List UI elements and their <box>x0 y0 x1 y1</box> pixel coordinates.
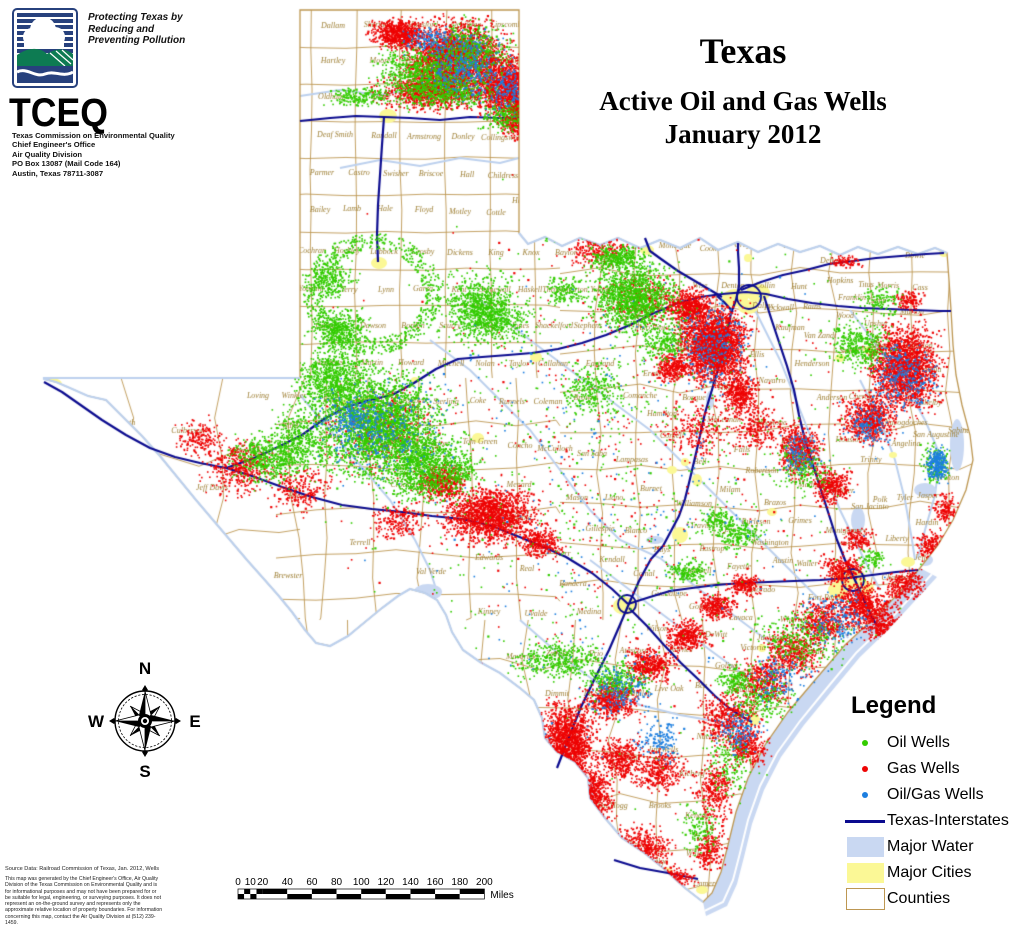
scale-tick-label: 200 <box>476 877 493 888</box>
disclaimer-text: This map was generated by the Chief Engi… <box>5 876 163 926</box>
org-line: Texas Commission on Environmental Qualit… <box>12 131 175 140</box>
legend-label: Major Cities <box>887 864 972 881</box>
source-notes: Source Data: Railroad Commission of Texa… <box>5 866 163 926</box>
legend-label: Major Water <box>887 838 974 855</box>
scale-tick-label: 20 <box>257 877 269 888</box>
legend-swatch-icon <box>846 863 884 883</box>
map-title: Texas Active Oil and Gas Wells January 2… <box>588 30 898 150</box>
legend-item-oil-wells: Oil Wells <box>843 730 1021 756</box>
logo-cloud-icon <box>23 17 65 47</box>
slogan-line: Reducing and <box>88 23 155 35</box>
legend-item-oil-gas-wells: Oil/Gas Wells <box>843 782 1021 808</box>
legend-swatch-icon <box>862 766 868 772</box>
legend-label: Oil/Gas Wells <box>887 786 984 803</box>
legend-swatch-icon <box>845 819 885 823</box>
legend-swatch-icon <box>862 740 868 746</box>
legend-label: Gas Wells <box>887 760 960 777</box>
scale-tick-label: 100 <box>353 877 370 888</box>
title-subject: Active Oil and Gas Wells <box>599 86 887 116</box>
logo-slogan: Protecting Texas by Reducing and Prevent… <box>88 12 208 47</box>
scale-bar: 0 10 20 40 60 80 100 120 140 160 180 200 Miles <box>235 877 514 901</box>
legend-label: Oil Wells <box>887 734 950 751</box>
scale-tick-label: 180 <box>451 877 468 888</box>
scale-tick-label: 60 <box>306 877 318 888</box>
slogan-line: Protecting Texas by <box>88 12 183 23</box>
legend-item-major-cities: Major Cities <box>843 860 1021 886</box>
legend-title: Legend <box>851 692 937 719</box>
legend: Legend Oil Wells Gas Wells Oil/Gas Wells Te… <box>843 692 1021 912</box>
org-line: Chief Engineer's Office <box>12 140 96 150</box>
compass-rose-icon: N S W E <box>88 659 201 780</box>
legend-label: Counties <box>887 890 951 907</box>
scale-tick-label: 40 <box>282 877 294 888</box>
scale-unit-label: Miles <box>490 890 513 901</box>
title-date: January 2012 <box>664 119 822 149</box>
agency-address-block: Texas Commission on Environmental Qualit… <box>12 131 175 178</box>
legend-swatch-icon <box>845 888 885 910</box>
compass-north-label: N <box>139 659 151 678</box>
compass-east-label: E <box>189 712 200 731</box>
org-line: PO Box 13087 (Mail Code 164) <box>12 159 121 169</box>
legend-item-texas-interstates: Texas-Interstates <box>843 808 1021 834</box>
org-line: Austin, Texas 78711-3087 <box>12 168 104 178</box>
source-data-line: Source Data: Railroad Commission of Texa… <box>5 866 160 872</box>
scale-tick-label: 0 <box>235 877 241 888</box>
tceq-logo <box>12 8 78 88</box>
slogan-line: Preventing Pollution <box>88 35 186 46</box>
legend-label: Texas-Interstates <box>887 812 1009 829</box>
org-line: Air Quality Division <box>12 149 83 159</box>
scale-tick-label: 10 <box>245 877 257 888</box>
compass-south-label: S <box>139 762 150 780</box>
legend-item-gas-wells: Gas Wells <box>843 756 1021 782</box>
scale-tick-label: 120 <box>377 877 394 888</box>
legend-swatch-icon <box>862 792 868 798</box>
title-state: Texas <box>699 31 787 71</box>
tceq-acronym: TCEQ <box>9 90 109 135</box>
scale-tick-label: 80 <box>331 877 343 888</box>
legend-item-major-water: Major Water <box>843 834 1021 860</box>
legend-swatch-icon <box>846 837 884 857</box>
compass-west-label: W <box>88 712 105 731</box>
legend-item-counties: Counties <box>843 886 1021 912</box>
scale-tick-label: 140 <box>402 877 419 888</box>
scale-tick-label: 160 <box>427 877 444 888</box>
